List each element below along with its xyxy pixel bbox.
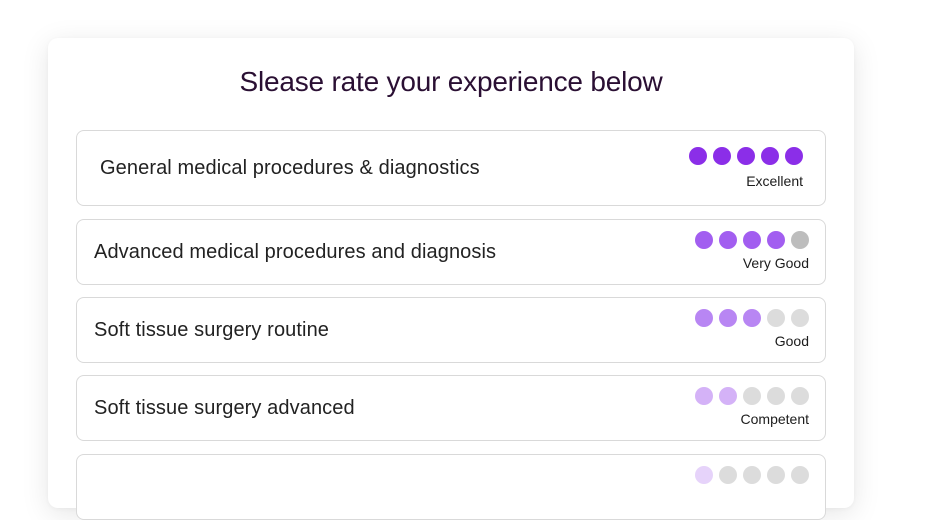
rating-text: Good — [774, 333, 809, 349]
row-label: General medical procedures & diagnostics — [100, 157, 480, 179]
rating-dot-1[interactable] — [695, 387, 713, 405]
rating-dot-2[interactable] — [719, 231, 737, 249]
rating-dot-5[interactable] — [791, 387, 809, 405]
rating-dot-3[interactable] — [743, 309, 761, 327]
rating-dot-4[interactable] — [767, 231, 785, 249]
rating-dot-2[interactable] — [713, 147, 731, 165]
rating-dot-3[interactable] — [743, 387, 761, 405]
rating-row-soft-tissue-routine[interactable]: Soft tissue surgery routine Good — [76, 297, 826, 363]
rating-card: Slease rate your experience below Genera… — [48, 38, 854, 520]
row-label: Advanced medical procedures and diagnosi… — [94, 241, 497, 263]
page-title: Slease rate your experience below — [239, 66, 663, 97]
rating-dots[interactable] — [689, 147, 803, 165]
rating-dot-5[interactable] — [791, 309, 809, 327]
rating-row-soft-tissue-advanced[interactable]: Soft tissue surgery advanced Competent — [76, 375, 826, 441]
rating-dot-1[interactable] — [695, 309, 713, 327]
rating-dot-4[interactable] — [767, 309, 785, 327]
rating-dot-5[interactable] — [791, 466, 809, 484]
rating-row-advanced-medical[interactable]: Advanced medical procedures and diagnosi… — [76, 219, 826, 285]
rating-dot-4[interactable] — [767, 387, 785, 405]
rating-dots[interactable] — [695, 231, 809, 249]
rating-text: Very Good — [742, 255, 809, 271]
rating-dot-5[interactable] — [791, 231, 809, 249]
rating-dot-2[interactable] — [719, 466, 737, 484]
rating-dot-4[interactable] — [761, 147, 779, 165]
rating-dot-1[interactable] — [689, 147, 707, 165]
rating-dot-4[interactable] — [767, 466, 785, 484]
rating-dots[interactable] — [695, 387, 809, 405]
rating-dot-2[interactable] — [719, 309, 737, 327]
row-label: Soft tissue surgery routine — [94, 319, 330, 341]
rating-text: Excellent — [746, 173, 803, 189]
rating-dot-5[interactable] — [785, 147, 803, 165]
rating-row-general-medical[interactable]: General medical procedures & diagnostics… — [76, 130, 826, 206]
rating-dot-3[interactable] — [743, 231, 761, 249]
rating-text: Competent — [740, 411, 809, 427]
rating-dot-1[interactable] — [695, 466, 713, 484]
rating-dot-3[interactable] — [737, 147, 755, 165]
rating-dot-3[interactable] — [743, 466, 761, 484]
rating-dots[interactable] — [695, 466, 809, 484]
rating-dot-2[interactable] — [719, 387, 737, 405]
rating-row-partial[interactable] — [76, 454, 826, 520]
row-label: Soft tissue surgery advanced — [94, 397, 355, 419]
rating-dot-1[interactable] — [695, 231, 713, 249]
rating-dots[interactable] — [695, 309, 809, 327]
